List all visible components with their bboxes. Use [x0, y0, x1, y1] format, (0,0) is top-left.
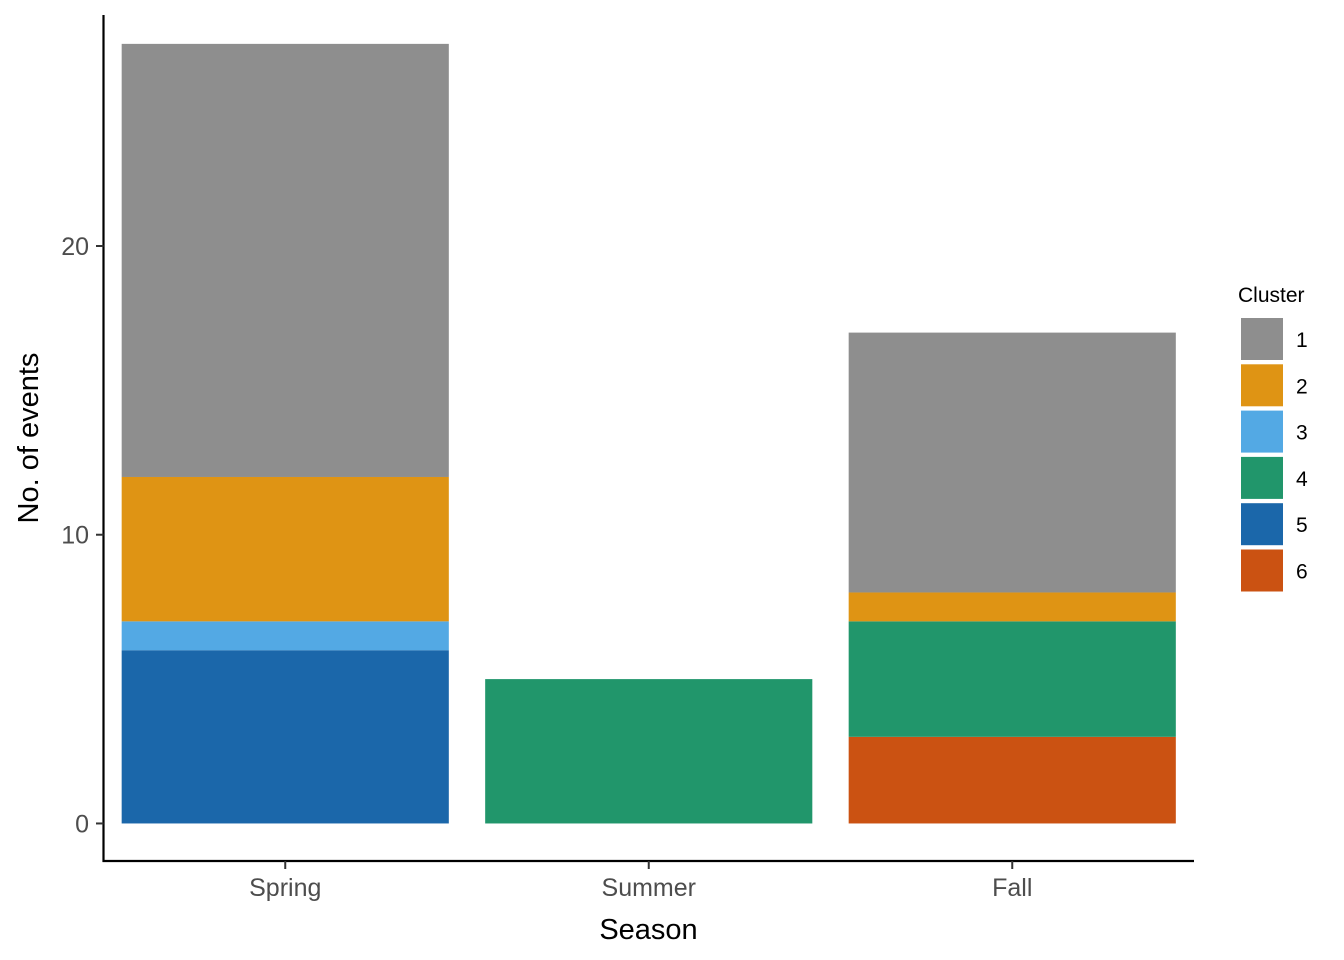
legend-label-cluster-6: 6 [1296, 561, 1308, 584]
legend-key-cluster-1 [1241, 318, 1283, 360]
bar-segment-fall-cluster-6 [848, 736, 1176, 824]
legend-label-cluster-5: 5 [1296, 514, 1308, 537]
x-tick-label-summer: Summer [602, 874, 696, 902]
legend-label-cluster-2: 2 [1296, 375, 1308, 398]
x-axis-ticks: Spring Summer Fall [249, 861, 1032, 902]
bar-segment-spring-cluster-1 [121, 43, 449, 477]
legend: Cluster 1 2 3 4 5 6 [1238, 284, 1308, 592]
bar-segment-fall-cluster-2 [848, 592, 1176, 622]
legend-key-cluster-5 [1241, 503, 1283, 546]
y-tick-label: 20 [61, 233, 89, 261]
bar-segment-fall-cluster-1 [848, 332, 1176, 593]
y-axis-ticks: 0 10 20 [61, 233, 104, 838]
legend-label-cluster-1: 1 [1296, 329, 1308, 352]
x-tick-label-spring: Spring [249, 874, 321, 902]
legend-key-cluster-6 [1241, 549, 1283, 592]
bar-segment-spring-cluster-5 [121, 650, 449, 824]
legend-key-cluster-4 [1241, 456, 1283, 499]
legend-key-cluster-3 [1241, 410, 1283, 453]
legend-title: Cluster [1238, 284, 1305, 307]
x-tick-label-fall: Fall [992, 874, 1032, 902]
bars-layer [121, 43, 1176, 824]
y-tick-label: 0 [75, 810, 89, 838]
y-axis-title: No. of events [13, 353, 45, 524]
bar-segment-summer-cluster-4 [485, 679, 813, 824]
x-axis-title: Season [599, 914, 697, 946]
bar-segment-fall-cluster-4 [848, 621, 1176, 737]
bar-segment-spring-cluster-3 [121, 621, 449, 651]
legend-label-cluster-3: 3 [1296, 422, 1308, 445]
legend-label-cluster-4: 4 [1296, 468, 1308, 491]
bar-segment-spring-cluster-2 [121, 476, 449, 622]
y-tick-label: 10 [61, 522, 89, 550]
legend-key-cluster-2 [1241, 364, 1283, 407]
